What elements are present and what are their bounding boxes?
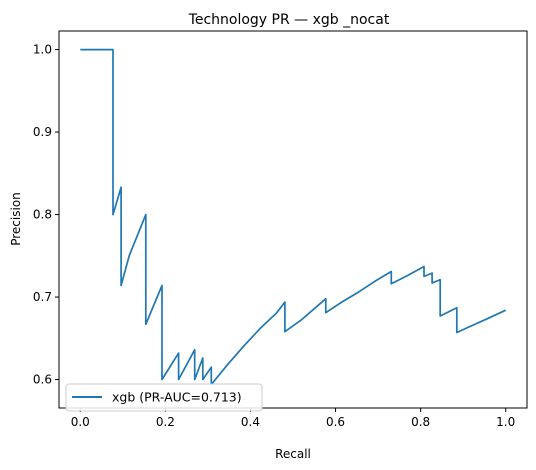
y-axis-label: Precision (9, 192, 23, 246)
plot-frame (59, 31, 527, 408)
x-tick-label: 0.4 (241, 415, 260, 429)
chart-title: Technology PR — xgb _nocat (188, 12, 390, 28)
legend: xgb (PR-AUC=0.713) (66, 384, 262, 411)
y-tick-label: 0.7 (33, 290, 52, 304)
legend-label: xgb (PR-AUC=0.713) (112, 390, 242, 405)
x-tick-label: 0.2 (156, 415, 175, 429)
plot-area: 0.0 0.2 0.4 0.6 0.8 1.0 0.6 0.7 0.8 0.9 1.0 (33, 31, 527, 429)
x-tick-label: 0.8 (411, 415, 430, 429)
y-tick-label: 1.0 (33, 43, 52, 57)
x-axis-label: Recall (275, 447, 311, 461)
series-line-0 (80, 50, 505, 385)
x-tick-label: 1.0 (496, 415, 515, 429)
x-tick-label: 0.6 (326, 415, 345, 429)
y-tick-label: 0.6 (33, 373, 52, 387)
y-tick-label: 0.9 (33, 125, 52, 139)
x-tick-label: 0.0 (71, 415, 90, 429)
y-tick-label: 0.8 (33, 208, 52, 222)
